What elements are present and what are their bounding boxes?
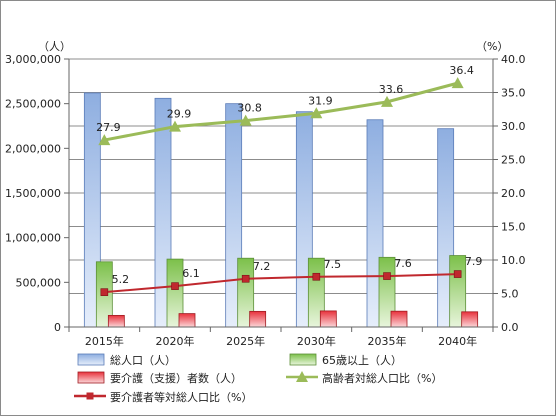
left-axis-tick-label: 1,500,000 bbox=[5, 187, 61, 200]
elderly-ratio-point bbox=[169, 120, 181, 132]
care-ratio-data-label: 7.6 bbox=[394, 257, 412, 270]
elderly-ratio-data-label: 36.4 bbox=[449, 64, 474, 77]
legend-label: 要介護者等対総人口比（%） bbox=[110, 390, 252, 404]
elderly-ratio-point bbox=[239, 114, 252, 126]
bar-care-needed bbox=[249, 310, 267, 328]
right-axis-tick-label: 0.0 bbox=[501, 321, 519, 334]
care-ratio-point bbox=[171, 282, 179, 290]
care-ratio-data-label: 7.5 bbox=[324, 258, 342, 271]
right-axis-tick-label: 15.0 bbox=[501, 221, 526, 234]
legend-swatch bbox=[77, 353, 105, 366]
legend-marker bbox=[296, 371, 308, 382]
left-axis-unit: （人） bbox=[38, 40, 71, 53]
right-axis-tick-label: 5.0 bbox=[501, 288, 519, 301]
elderly-ratio-data-label: 29.9 bbox=[167, 108, 192, 121]
elderly-ratio-data-label: 33.6 bbox=[379, 83, 404, 96]
legend-marker bbox=[86, 392, 94, 400]
legend-swatch bbox=[77, 371, 105, 384]
bar-care-needed bbox=[461, 311, 479, 328]
care-ratio-data-label: 7.2 bbox=[253, 260, 271, 273]
elderly-ratio-point bbox=[310, 107, 323, 119]
care-ratio-point bbox=[100, 288, 109, 296]
x-axis-tick-label: 2030年 bbox=[297, 334, 336, 348]
right-axis-unit: （%） bbox=[476, 40, 508, 53]
legend-label: 65歳以上（人） bbox=[322, 354, 402, 367]
care-ratio-point bbox=[312, 272, 321, 281]
bar-care-needed bbox=[390, 310, 408, 328]
bar-care-needed bbox=[319, 310, 337, 328]
right-axis-tick-label: 35.0 bbox=[501, 87, 526, 100]
left-axis-tick-label: 500,000 bbox=[16, 276, 62, 289]
care-ratio-data-label: 5.2 bbox=[112, 273, 130, 286]
legend-label: 総人口（人） bbox=[110, 353, 176, 367]
x-axis-tick-label: 2040年 bbox=[438, 334, 477, 348]
legend-label: 要介護（支援）者数（人） bbox=[110, 371, 242, 385]
legend-swatch bbox=[289, 353, 317, 366]
elderly-ratio-point bbox=[98, 134, 111, 146]
elderly-ratio-point bbox=[451, 77, 464, 89]
bar-care-needed bbox=[178, 313, 196, 328]
elderly-ratio-data-label: 30.8 bbox=[237, 102, 262, 115]
right-axis-tick-label: 40.0 bbox=[501, 53, 526, 66]
elderly-ratio-line bbox=[104, 81, 459, 142]
right-axis-tick-label: 20.0 bbox=[501, 187, 526, 200]
x-axis-tick-label: 2020年 bbox=[156, 334, 195, 348]
right-axis-tick-label: 10.0 bbox=[501, 254, 526, 267]
x-axis-tick-label: 2025年 bbox=[226, 334, 265, 348]
left-axis-tick-label: 3,000,000 bbox=[5, 53, 61, 66]
right-axis-tick-label: 30.0 bbox=[501, 120, 526, 133]
legend-label: 高齢者対総人口比（%） bbox=[322, 371, 442, 385]
care-ratio-line bbox=[104, 273, 458, 294]
elderly-ratio-data-label: 31.9 bbox=[308, 94, 333, 107]
care-ratio-point bbox=[241, 274, 250, 283]
bar-care-needed bbox=[107, 314, 125, 328]
left-axis-tick-label: 2,500,000 bbox=[5, 98, 61, 111]
right-axis-tick-label: 25.0 bbox=[501, 154, 526, 167]
x-axis-tick-label: 2035年 bbox=[368, 334, 407, 348]
left-axis-tick-label: 1,000,000 bbox=[5, 232, 61, 245]
elderly-ratio-point bbox=[381, 95, 393, 107]
care-ratio-data-label: 6.1 bbox=[182, 267, 200, 280]
care-ratio-data-label: 7.9 bbox=[465, 255, 483, 268]
left-axis-tick-label: 2,000,000 bbox=[5, 142, 61, 155]
care-ratio-point bbox=[453, 270, 462, 278]
x-axis-tick-label: 2015年 bbox=[85, 334, 124, 348]
elderly-ratio-data-label: 27.9 bbox=[96, 121, 121, 134]
care-ratio-point bbox=[383, 272, 391, 280]
left-axis-tick-label: 0 bbox=[54, 321, 61, 334]
